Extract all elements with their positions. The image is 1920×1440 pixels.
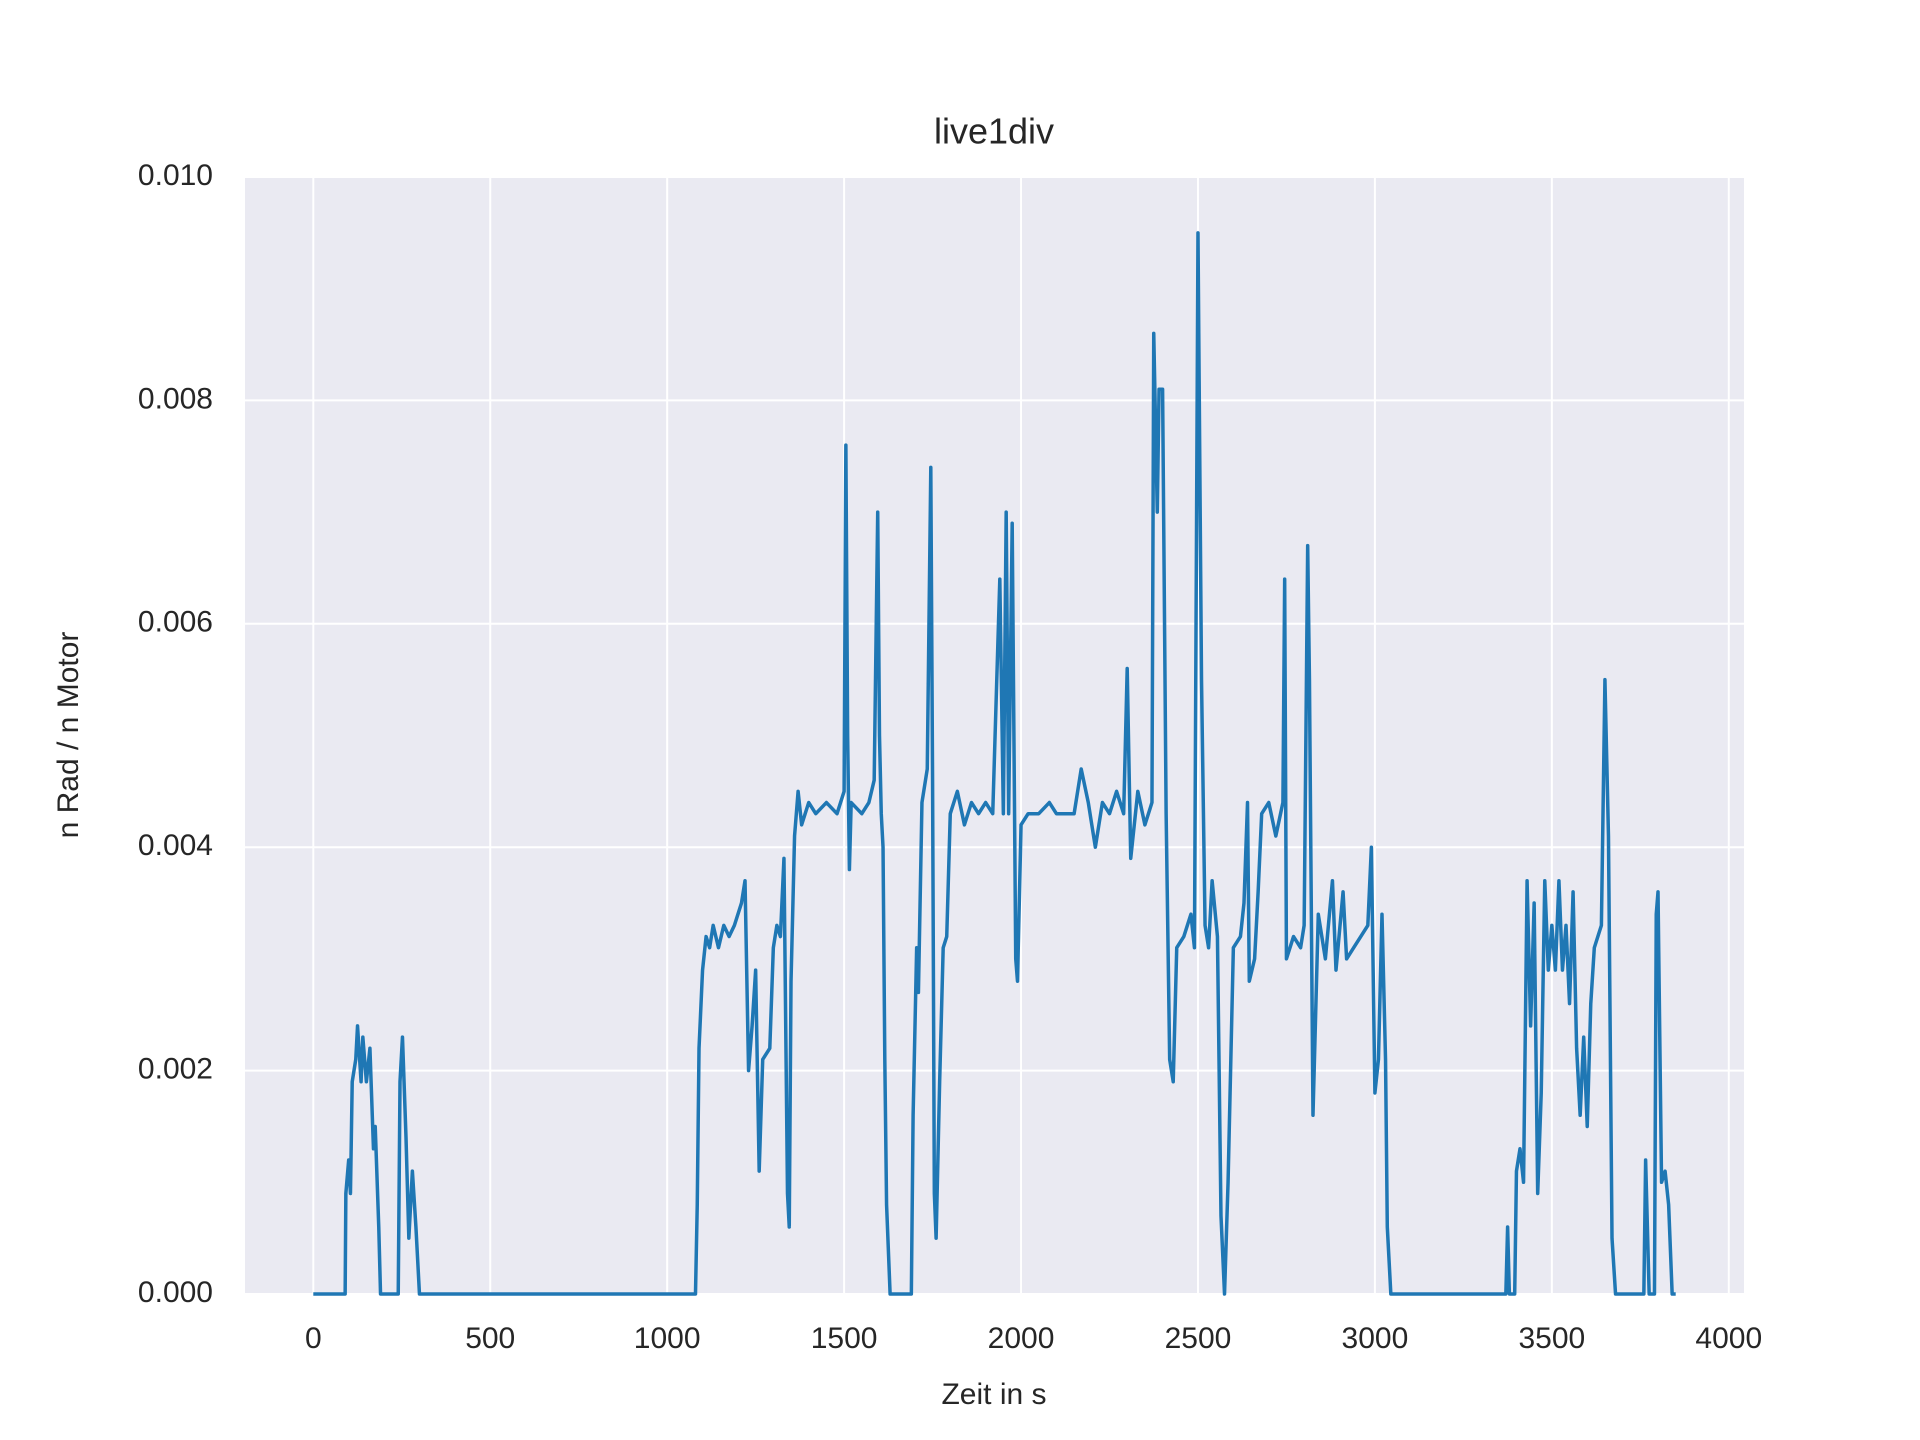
x-tick-label: 1000: [634, 1322, 701, 1355]
x-tick-label: 2000: [988, 1322, 1055, 1355]
x-tick-label: 2500: [1165, 1322, 1232, 1355]
y-axis-label: n Rad / n Motor: [52, 632, 85, 839]
x-tick-label: 0: [305, 1322, 322, 1355]
x-tick-label: 4000: [1695, 1322, 1762, 1355]
y-tick-label: 0.002: [138, 1053, 213, 1086]
chart-title: live1div: [934, 111, 1054, 152]
x-tick-label: 1500: [811, 1322, 878, 1355]
x-tick-label: 3500: [1518, 1322, 1585, 1355]
x-tick-label: 3000: [1342, 1322, 1409, 1355]
y-tick-label: 0.004: [138, 829, 213, 862]
x-axis-label: Zeit in s: [941, 1378, 1046, 1411]
x-tick-label: 500: [465, 1322, 515, 1355]
y-tick-label: 0.008: [138, 382, 213, 415]
y-tick-label: 0.006: [138, 606, 213, 639]
y-tick-label: 0.000: [138, 1276, 213, 1309]
y-tick-label: 0.010: [138, 159, 213, 192]
data-line: [313, 231, 1676, 1296]
